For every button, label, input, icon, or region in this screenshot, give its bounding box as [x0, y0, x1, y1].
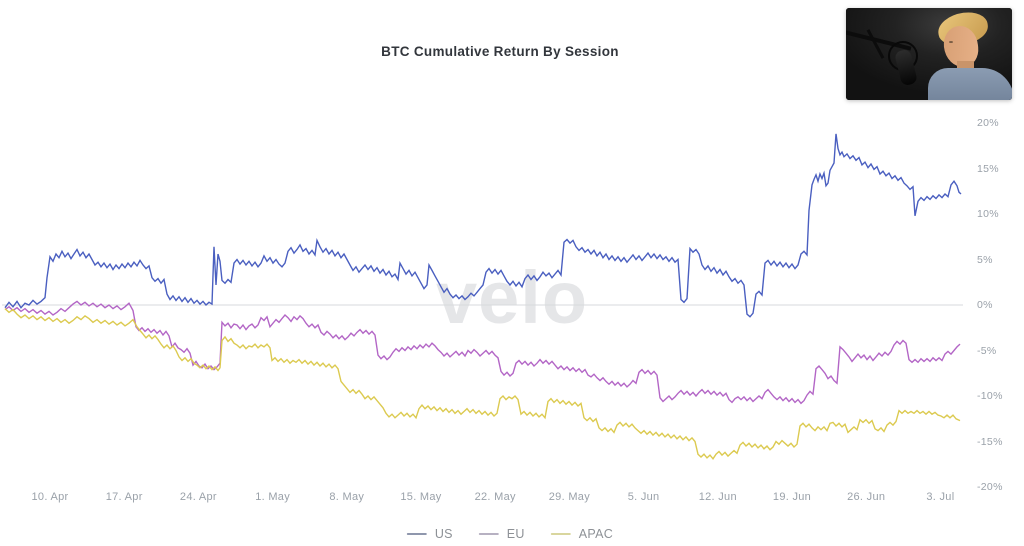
series-line-us	[4, 133, 962, 318]
x-axis-tick-label: 26. Jun	[847, 491, 886, 503]
chart-title: BTC Cumulative Return By Session	[381, 44, 619, 59]
x-axis-tick-label: 1. May	[255, 491, 290, 503]
series-line-eu	[4, 300, 961, 405]
series-line-apac	[4, 308, 961, 460]
x-axis-tick-label: 8. May	[329, 491, 365, 503]
legend-label: EU	[506, 527, 525, 541]
x-axis-tick-label: 29. May	[548, 491, 590, 503]
x-axis-tick-label: 15. May	[400, 491, 442, 503]
person-shirt	[928, 68, 1012, 100]
y-axis-tick-label: -20%	[977, 481, 1003, 493]
y-axis-tick-label: 20%	[977, 117, 999, 129]
legend-swatch-apac	[550, 533, 571, 535]
x-axis-tick-label: 19. Jun	[772, 491, 812, 503]
x-axis-tick-label: 24. Apr	[179, 491, 217, 503]
legend-swatch-us	[406, 533, 427, 535]
y-axis-tick-label: -10%	[977, 390, 1003, 402]
y-axis-tick-label: -15%	[977, 435, 1003, 448]
x-axis-tick-label: 12. Jun	[698, 491, 737, 503]
legend-item-us[interactable]: US	[406, 527, 453, 541]
legend-label: APAC	[578, 527, 614, 541]
y-axis-tick-label: 5%	[977, 253, 993, 266]
legend-item-eu[interactable]: EU	[478, 527, 525, 541]
x-axis-tick-label: 22. May	[474, 491, 516, 503]
x-axis-tick-label: 10. Apr	[31, 491, 69, 503]
x-axis-tick-label: 5. Jun	[627, 491, 660, 503]
y-axis-tick-label: 10%	[977, 208, 999, 220]
x-axis-tick-label: 3. Jul	[926, 491, 955, 503]
chart-legend: US EU APAC	[406, 527, 614, 541]
y-axis-tick-label: -5%	[977, 344, 997, 357]
y-axis-tick-label: 15%	[977, 162, 999, 175]
legend-item-apac[interactable]: APAC	[550, 527, 614, 541]
legend-label: US	[434, 527, 453, 541]
y-axis-tick-label: 0%	[977, 299, 993, 311]
webcam-video-overlay	[846, 8, 1012, 100]
legend-swatch-eu	[478, 533, 499, 535]
person-eye	[949, 41, 953, 43]
x-axis-tick-label: 17. Apr	[105, 491, 143, 503]
